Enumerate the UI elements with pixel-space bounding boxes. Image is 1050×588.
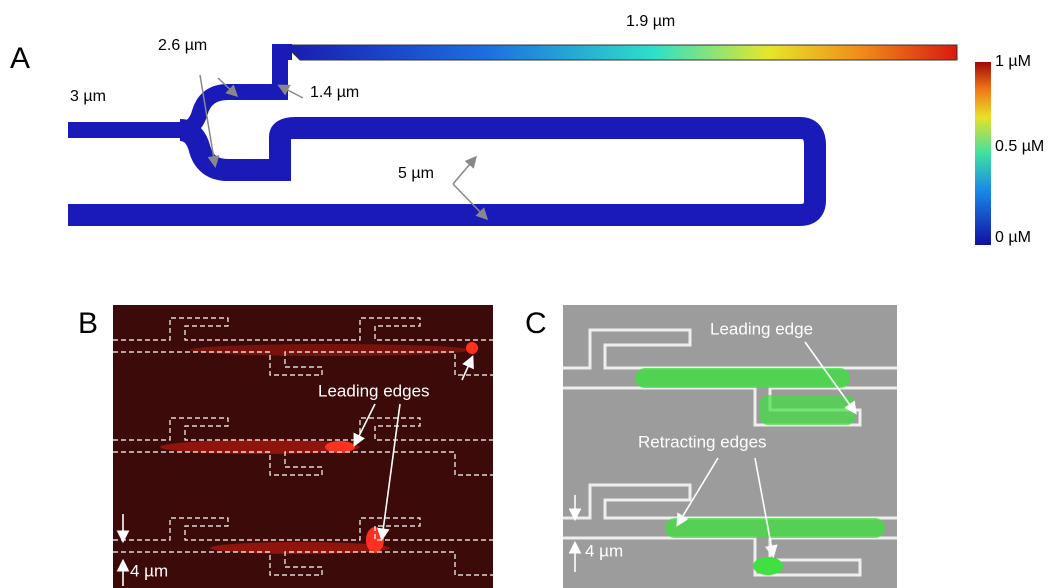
colorbar-label: 0 µM [995, 229, 1031, 246]
panel-c: C Leading edge Retracting edges 4 µm [525, 305, 897, 588]
panel-b: B Leading edges 4 µm [78, 305, 493, 588]
panel-label: A [10, 42, 30, 75]
dimension-label: 2.6 µm [158, 37, 207, 54]
annotation: Leading edge [710, 319, 813, 338]
arrow [453, 158, 475, 184]
panel-label: C [525, 307, 547, 340]
colorbar-label: 0.5 µM [995, 138, 1044, 155]
cell [760, 395, 855, 425]
annotation: Retracting edges [638, 432, 767, 451]
dimension-label: 1.9 µm [626, 13, 675, 30]
colorbar-label: 1 µM [995, 53, 1031, 70]
cell [753, 557, 783, 575]
cell-edge [466, 342, 478, 354]
colorbar [975, 62, 991, 245]
dimension-label: 3 µm [70, 88, 106, 105]
figure: A 2.6 µm 1.9 µm 3 µm 1.4 µm 5 µm 1 µM 0.… [0, 0, 1050, 588]
dimension-label: 1.4 µm [310, 84, 359, 101]
panel-label: B [78, 307, 98, 340]
panel-a: A 2.6 µm 1.9 µm 3 µm 1.4 µm 5 µm 1 µM 0.… [10, 13, 1044, 246]
cell [190, 344, 470, 356]
top-channel [285, 45, 957, 60]
cell [635, 368, 850, 388]
annotation: Leading edges [318, 381, 430, 400]
lower-branch [68, 128, 815, 215]
cell-edge [325, 441, 355, 453]
dimension-label: 5 µm [398, 165, 434, 182]
scale-label: 4 µm [130, 561, 168, 580]
scale-label: 4 µm [585, 541, 623, 560]
cell [665, 518, 885, 538]
